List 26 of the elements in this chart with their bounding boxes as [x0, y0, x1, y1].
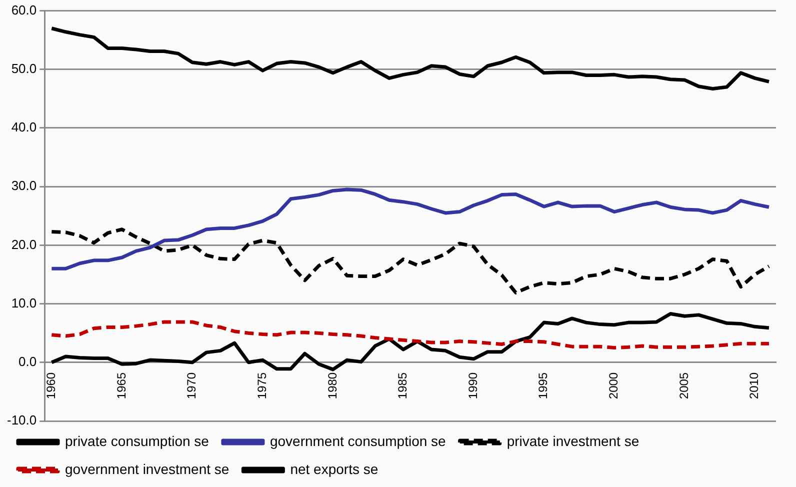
legend-label: private consumption se — [65, 432, 210, 449]
x-tick-label: 1980 — [325, 372, 340, 400]
x-tick-label: 1975 — [254, 372, 269, 400]
line-series — [50, 228, 771, 294]
y-tick-label: 10.0 — [11, 295, 37, 310]
x-tick-label: 2010 — [747, 372, 762, 400]
y-tick-label: 50.0 — [11, 60, 37, 76]
x-tick-label: 2000 — [606, 372, 621, 400]
legend-label: government investment se — [65, 460, 230, 477]
y-tick-label: 40.0 — [11, 120, 37, 135]
x-tick-label: 1970 — [184, 372, 199, 400]
x-tick-label: 1960 — [44, 372, 58, 400]
x-tick-label: 1990 — [466, 372, 480, 400]
legend-label: private investment se — [506, 432, 640, 449]
y-tick-label: 20.0 — [11, 236, 37, 252]
x-tick-label: 1985 — [396, 372, 410, 400]
y-tick-label: 0.0 — [18, 354, 37, 369]
x-tick-label: 2005 — [676, 372, 691, 400]
legend-label: government consumption se — [270, 432, 446, 449]
line-series — [50, 320, 771, 350]
x-tick-label: 1995 — [536, 372, 550, 400]
y-tick-label: 30.0 — [11, 178, 37, 194]
y-tick-label: 60.0 — [11, 2, 37, 18]
x-tick-label: 1965 — [114, 372, 128, 400]
legend-label: net exports se — [290, 460, 378, 477]
y-tick-label: -10.0 — [6, 412, 37, 428]
